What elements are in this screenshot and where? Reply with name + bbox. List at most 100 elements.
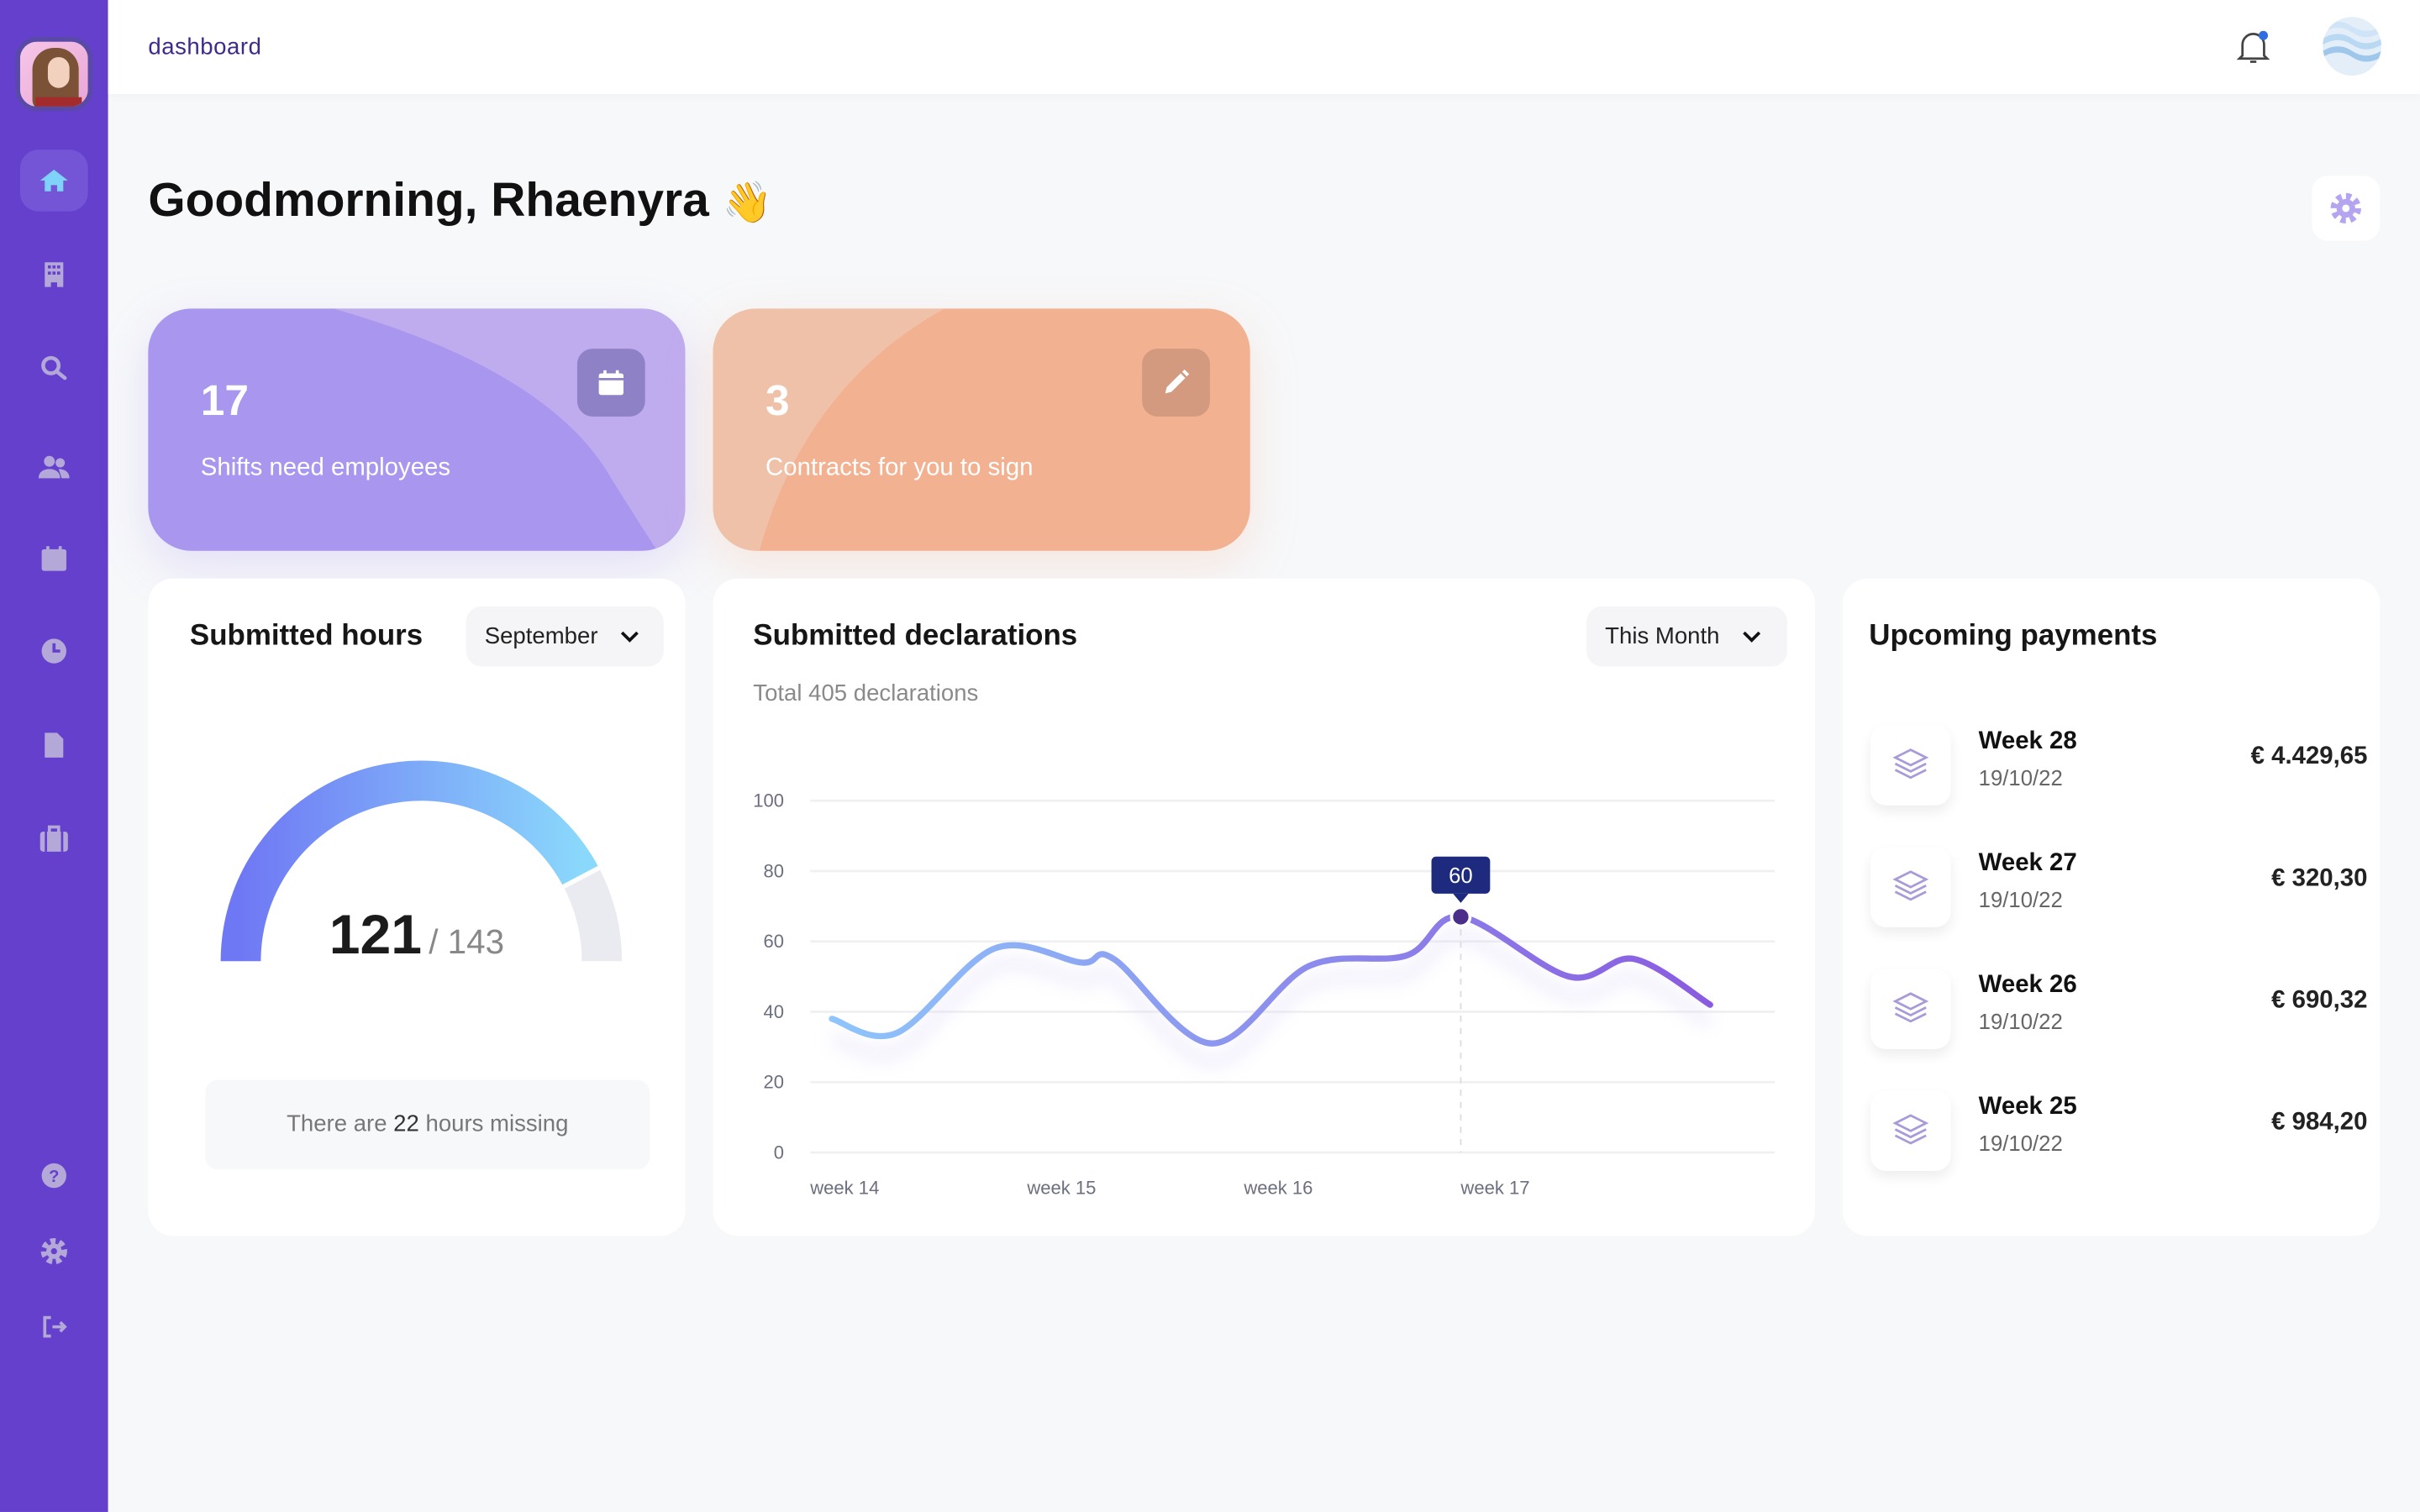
declarations-chart: 0 20 40 60 80 100 week 14 week 15 week 16 week 17… (753, 790, 1776, 1199)
sidebar-item-jobs[interactable] (20, 808, 88, 869)
calendar-icon-button[interactable] (576, 349, 645, 417)
hours-submitted: 121 (329, 902, 423, 966)
y-tick-label: 0 (774, 1142, 784, 1163)
page-title: Goodmorning, Rhaenyra 👋 (148, 173, 772, 228)
sidebar-item-people[interactable] (20, 437, 88, 498)
wave-emoji: 👋 (722, 179, 773, 226)
layers-icon (1892, 748, 1929, 780)
sidebar-item-buildings[interactable] (20, 244, 88, 305)
sidebar-item-calendar[interactable] (20, 528, 88, 589)
period-dropdown[interactable]: This Month (1586, 606, 1787, 667)
payment-amount: € 4.429,65 (2250, 743, 2368, 770)
home-icon (39, 170, 68, 192)
payment-row[interactable]: Week 26 19/10/22 € 690,32 (1870, 969, 2367, 1055)
sidebar-item-search[interactable] (20, 338, 88, 399)
y-tick-label: 100 (753, 790, 784, 811)
upcoming-payments-card: Upcoming payments Week 28 19/10/22 € 4.4… (1843, 578, 2381, 1236)
calendar-icon (598, 370, 624, 396)
tooltip-value: 60 (1449, 864, 1473, 888)
missing-value: 22 (393, 1110, 419, 1137)
y-tick-label: 20 (764, 1072, 785, 1093)
payment-row[interactable]: Week 28 19/10/22 € 4.429,65 (1870, 725, 2367, 811)
y-tick-label: 40 (764, 1001, 785, 1022)
search-icon (41, 355, 67, 381)
sidebar-item-settings[interactable] (20, 1221, 88, 1282)
settings-button[interactable] (2312, 176, 2381, 241)
stat-card-shifts[interactable]: 17 Shifts need employees (148, 308, 686, 551)
gauge-fill (220, 760, 599, 962)
payment-icon-box (1870, 1090, 1951, 1172)
month-dropdown[interactable]: September (466, 606, 664, 667)
company-logo[interactable] (2323, 17, 2382, 76)
greeting-text: Goodmorning, Rhaenyra (148, 172, 709, 227)
dropdown-value: September (484, 623, 598, 650)
missing-prefix: There are (287, 1110, 394, 1137)
stat-label: Contracts for you to sign (765, 454, 1034, 482)
pencil-icon (1165, 369, 1190, 394)
payment-amount: € 320,30 (2271, 865, 2368, 892)
card-title: Submitted declarations (753, 620, 1078, 653)
sidebar: ? (0, 0, 108, 1512)
payment-amount: € 984,20 (2271, 1109, 2368, 1136)
layers-icon (1892, 992, 1929, 1023)
file-icon (45, 732, 64, 758)
calendar-icon (41, 546, 66, 571)
help-icon: ? (41, 1163, 66, 1189)
layers-icon (1892, 870, 1929, 901)
payment-date: 19/10/22 (1978, 887, 2063, 912)
notification-bell-icon[interactable] (2233, 28, 2274, 68)
sign-icon-button[interactable] (1142, 349, 1210, 417)
dropdown-value: This Month (1605, 623, 1720, 650)
x-tick-label: week 15 (1026, 1178, 1096, 1199)
building-icon (45, 262, 64, 287)
payment-icon-box (1870, 725, 1951, 806)
missing-suffix: hours missing (418, 1110, 569, 1137)
payment-week: Week 28 (1978, 727, 2077, 755)
payment-date: 19/10/22 (1978, 1009, 2063, 1034)
gear-icon (40, 1237, 67, 1265)
payment-week: Week 27 (1978, 850, 2077, 877)
layers-icon (1892, 1114, 1929, 1145)
briefcase-icon (39, 825, 68, 852)
payment-row[interactable]: Week 25 19/10/22 € 984,20 (1870, 1090, 2367, 1178)
sidebar-item-documents[interactable] (20, 714, 88, 775)
avatar[interactable] (15, 37, 93, 112)
stat-value: 17 (200, 376, 249, 425)
missing-hours-notice: There are 22 hours missing (205, 1079, 650, 1170)
payment-icon-box (1870, 969, 1951, 1049)
sidebar-item-time[interactable] (20, 620, 88, 681)
payment-date: 19/10/22 (1978, 765, 2063, 790)
chevron-down-icon (1743, 630, 1761, 642)
payment-amount: € 690,32 (2271, 987, 2368, 1014)
payment-week: Week 25 (1978, 1094, 2077, 1121)
payment-week: Week 26 (1978, 972, 2077, 999)
series-line (829, 913, 1713, 1047)
clock-icon (41, 638, 66, 664)
sidebar-item-home[interactable] (19, 150, 88, 212)
top-bar: dashboard (108, 0, 2420, 95)
stat-value: 3 (765, 376, 790, 425)
gear-icon (2330, 192, 2361, 224)
card-title: Submitted hours (189, 620, 424, 653)
users-icon (38, 455, 70, 479)
payment-date: 19/10/22 (1978, 1131, 2063, 1156)
svg-text:?: ? (49, 1168, 59, 1186)
submitted-declarations-card: Submitted declarations Total 405 declara… (713, 578, 1815, 1236)
sidebar-item-help[interactable]: ? (20, 1145, 88, 1206)
highlight-point[interactable] (1449, 906, 1472, 928)
stat-label: Shifts need employees (200, 454, 451, 482)
payment-row[interactable]: Week 27 19/10/22 € 320,30 (1870, 847, 2367, 933)
logout-icon (43, 1315, 67, 1338)
hours-readout: 121 / 143 (148, 902, 685, 967)
x-tick-label: week 16 (1243, 1178, 1313, 1199)
hours-gauge (220, 760, 623, 962)
stat-card-contracts[interactable]: 3 Contracts for you to sign (713, 308, 1250, 551)
card-title: Upcoming payments (1869, 620, 2158, 653)
x-tick-label: week 17 (1460, 1178, 1529, 1199)
sidebar-item-logout[interactable] (20, 1296, 88, 1357)
tooltip: 60 (1431, 856, 1491, 903)
payment-icon-box (1870, 847, 1951, 927)
breadcrumb[interactable]: dashboard (148, 34, 262, 60)
hours-total: / 143 (429, 922, 505, 962)
